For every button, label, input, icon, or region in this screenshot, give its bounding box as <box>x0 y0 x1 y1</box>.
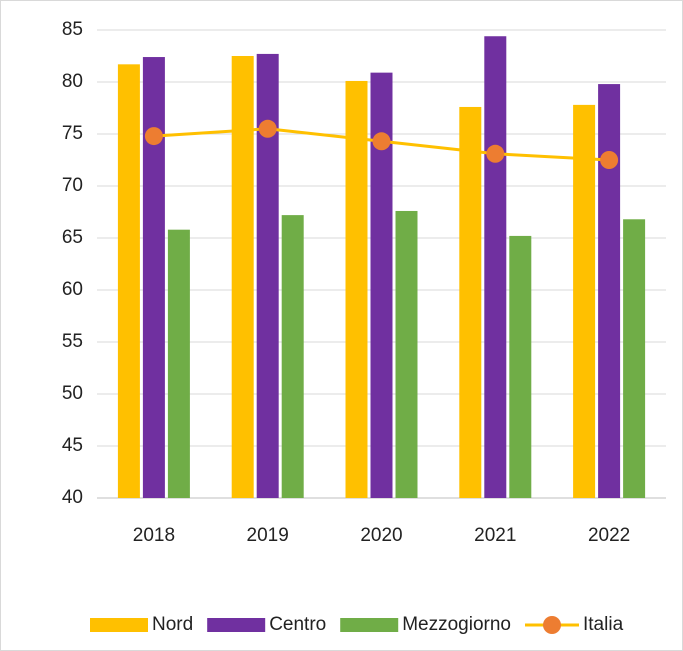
bar <box>623 219 646 498</box>
y-tick-label: 65 <box>62 227 83 248</box>
y-tick-label: 60 <box>62 279 83 300</box>
legend-swatch <box>543 616 561 634</box>
bar <box>598 84 621 498</box>
legend-label: Centro <box>269 614 326 635</box>
y-tick-label: 75 <box>62 123 83 144</box>
y-tick-label: 70 <box>62 175 83 196</box>
y-tick-label: 80 <box>62 71 83 92</box>
y-tick-label: 50 <box>62 383 83 404</box>
legend-swatch <box>90 618 148 632</box>
y-tick-label: 40 <box>62 487 83 508</box>
bar <box>231 56 254 498</box>
legend-swatch <box>340 618 399 632</box>
bar <box>573 104 596 498</box>
legend-label: Nord <box>152 614 193 635</box>
legend-label: Italia <box>583 614 624 635</box>
x-tick-label: 2018 <box>133 525 175 546</box>
marker <box>372 132 391 151</box>
y-tick-label: 85 <box>62 19 83 40</box>
bar <box>142 57 165 498</box>
bar <box>395 210 418 498</box>
legend-swatch <box>207 618 266 632</box>
y-tick-label: 55 <box>62 331 83 352</box>
bar <box>256 53 279 499</box>
x-tick-label: 2021 <box>474 525 516 546</box>
bar <box>281 215 304 498</box>
marker <box>144 127 163 146</box>
bar <box>509 235 532 499</box>
legend-label: Mezzogiorno <box>402 614 511 635</box>
marker <box>600 151 619 169</box>
bar <box>167 229 190 498</box>
marker <box>258 119 277 138</box>
bar <box>345 80 368 499</box>
x-tick-label: 2019 <box>247 525 289 546</box>
x-tick-label: 2020 <box>360 525 402 546</box>
bar <box>370 72 393 498</box>
marker <box>486 144 505 163</box>
bar <box>117 64 140 498</box>
bar <box>484 36 507 499</box>
x-tick-label: 2022 <box>588 525 630 546</box>
bar <box>459 106 482 499</box>
y-tick-label: 45 <box>62 435 83 456</box>
